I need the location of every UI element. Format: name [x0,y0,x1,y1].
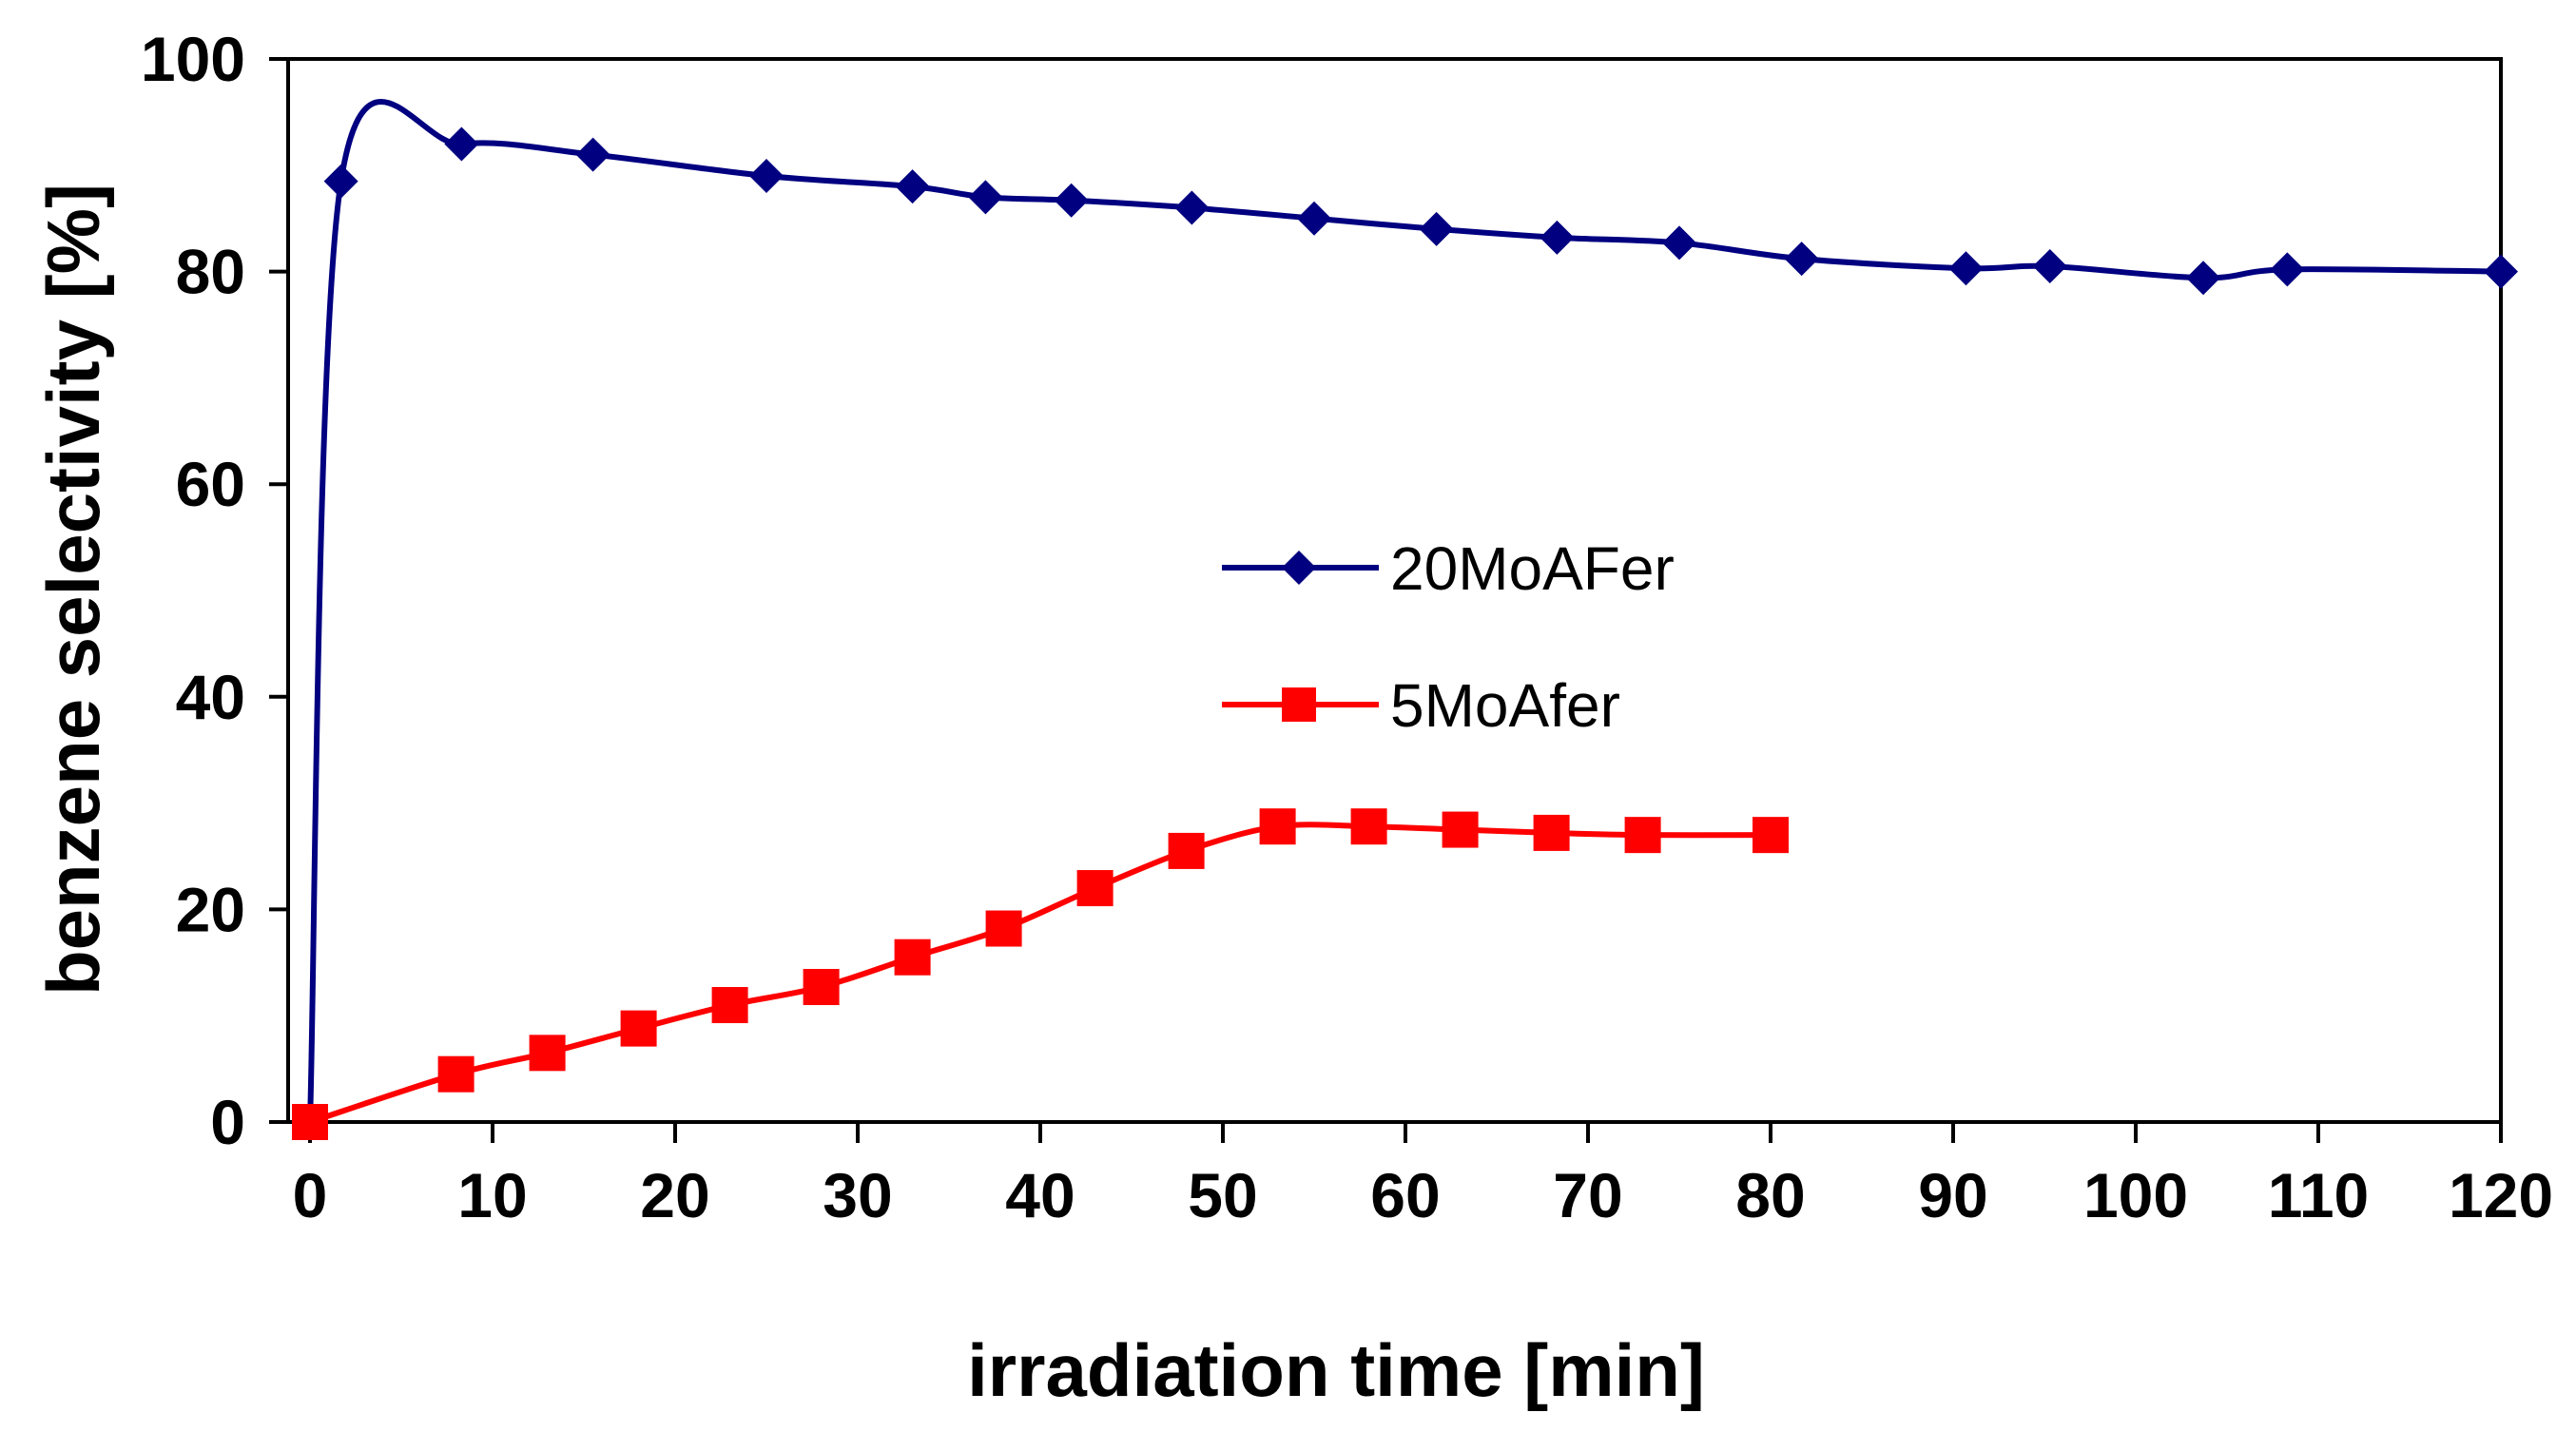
plot-area-frame [286,57,2503,1124]
series-20moafer [293,99,2518,1139]
data-point-square [437,1055,475,1093]
data-point-diamond [1662,225,1696,261]
x-tick-label: 90 [1918,1160,1987,1230]
x-axis-title: irradiation time [min] [967,1328,1705,1412]
legend-square-icon [1282,687,1316,722]
data-point-square [1624,817,1661,854]
y-tick-label: 100 [141,24,245,94]
data-point-diamond [2032,249,2067,284]
legend-label-20moafer: 20MoAFer [1390,534,1675,603]
y-tick-label: 0 [210,1087,245,1157]
y-tick-label: 80 [176,237,245,307]
data-point-diamond [2270,252,2305,287]
x-tick-label: 80 [1735,1160,1805,1230]
data-point-square [1168,832,1205,869]
data-point-diamond [895,169,930,204]
x-tick-label: 60 [1370,1160,1440,1230]
y-tick-label: 40 [176,662,245,732]
data-point-square [985,910,1022,947]
x-tick-label: 10 [457,1160,527,1230]
axes [286,57,2503,1124]
legend-item-20moafer: 20MoAFer [1222,534,1675,603]
series-layer [292,99,2518,1140]
data-point-diamond [1948,251,1984,286]
data-point-square [620,1010,657,1047]
y-axis-ticks: 0 20 40 60 80 100 [141,24,288,1157]
data-point-square [1442,811,1479,848]
legend-diamond-icon [1282,551,1316,585]
data-point-diamond [1419,211,1454,246]
x-tick-label: 30 [823,1160,892,1230]
y-tick-label: 60 [176,449,245,519]
x-tick-label: 110 [2268,1160,2369,1230]
data-point-diamond [2484,254,2518,289]
y-axis-title: benzene selectivity [%] [31,184,115,996]
data-point-diamond [1784,242,1819,277]
data-point-diamond [2186,261,2221,296]
data-point-square [1259,808,1296,845]
x-tick-label: 120 [2449,1160,2553,1230]
data-point-diamond [575,137,610,172]
data-point-square [1076,870,1114,907]
x-tick-label: 40 [1005,1160,1075,1230]
data-point-square [1753,817,1789,854]
data-point-diamond [1174,190,1210,225]
data-point-square [711,987,748,1024]
data-point-square [1350,808,1387,845]
legend-item-5moafer: 5MoAfer [1222,671,1620,740]
x-tick-label: 20 [640,1160,709,1230]
y-tick-label: 20 [176,874,245,944]
series-line-20moafer [307,99,2502,1123]
data-point-diamond [323,164,358,199]
legend-label-5moafer: 5MoAfer [1390,671,1620,740]
x-tick-label: 100 [2083,1160,2188,1230]
x-tick-label: 50 [1188,1160,1257,1230]
legend: 20MoAFer 5MoAfer [1222,534,1675,740]
x-axis-ticks: 0 10 20 30 40 50 60 70 80 90 100 110 120 [293,1122,2553,1230]
data-point-diamond [1297,201,1331,236]
series-line-5moafer [309,822,1772,1125]
data-point-square [1533,814,1570,851]
data-point-square [292,1104,328,1140]
x-tick-label: 70 [1553,1160,1622,1230]
series-5moafer [292,808,1789,1140]
data-point-diamond [1054,183,1089,218]
data-point-square [894,939,931,976]
data-point-diamond [444,126,479,162]
data-point-square [529,1035,566,1072]
x-tick-label: 0 [293,1160,328,1230]
data-point-diamond [968,180,1003,215]
data-point-diamond [749,158,784,193]
data-point-diamond [1540,220,1575,255]
data-point-square [803,969,840,1006]
